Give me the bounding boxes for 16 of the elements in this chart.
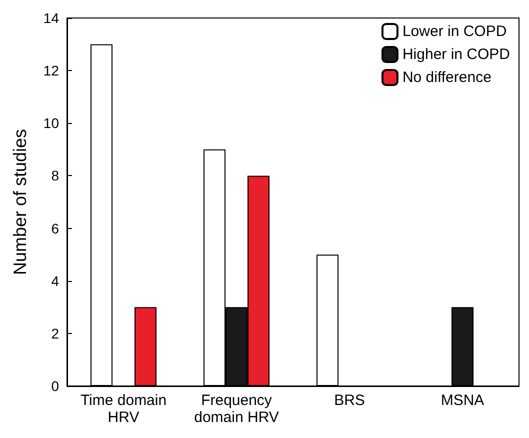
y-axis-title: Number of studies [10, 128, 30, 276]
y-tick-label: 14 [43, 10, 60, 26]
legend-label: No difference [402, 69, 492, 86]
y-tick-label: 12 [43, 62, 60, 79]
y-tick-label: 8 [51, 168, 60, 184]
legend-label: Higher in COPD [402, 46, 510, 63]
x-tick-label: Time domain HRV [80, 392, 167, 426]
legend-label: Lower in COPD [402, 23, 507, 40]
y-tick-label: 10 [43, 115, 60, 132]
x-tick-label: MSNA [440, 392, 484, 409]
y-tick-label: 2 [51, 325, 60, 342]
y-tick-label: 0 [51, 378, 60, 394]
x-tick-label: BRS [334, 392, 365, 409]
y-tick-label: 4 [51, 272, 60, 289]
y-tick-label: 6 [51, 220, 60, 236]
x-tick-label: Frequency domain HRV [194, 392, 279, 426]
